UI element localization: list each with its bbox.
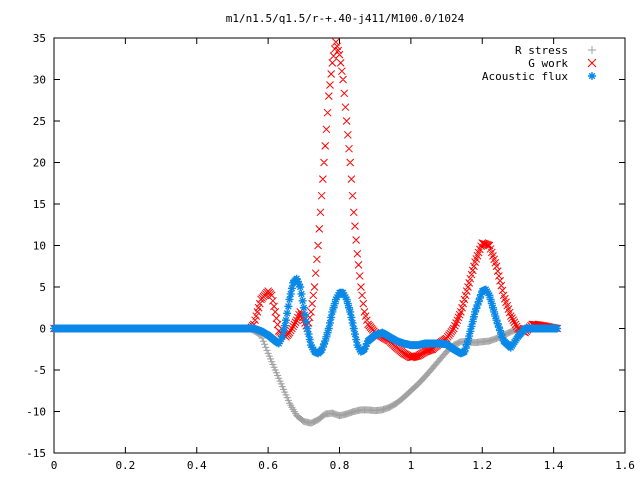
y-tick-label: 25 [33,115,46,128]
y-tick-label: 35 [33,32,46,45]
legend-label: R stress [515,44,568,57]
legend-marker [588,72,596,80]
y-tick-label: -15 [26,447,46,460]
y-tick-label: 30 [33,74,46,87]
legend-label: G work [528,57,568,70]
y-tick-label: -5 [33,364,46,377]
axes: 0 0.2 0.4 0.6 0.8 1 1.2 1.4 1.6 35 30 25 20 15 10 5 0 -5 -… [26,32,635,472]
legend-label: Acoustic flux [482,70,568,83]
x-tick-label: 1.2 [472,459,492,472]
series-markers [50,274,562,358]
series-layer [50,38,562,427]
series-acoustic-flux [50,274,562,358]
x-tick-label: 1.4 [544,459,564,472]
y-tick-label: 20 [33,157,46,170]
legend-marker [588,46,596,54]
chart-title: m1/n1.5/q1.5/r-+.40-j411/M100.0/1024 [226,12,465,25]
y-tick-label: 0 [39,323,46,336]
series-r-stress [50,325,561,427]
x-tick-label: 0.4 [187,459,207,472]
y-tick-label: 10 [33,240,46,253]
y-tick-label: -10 [26,406,46,419]
x-tick-label: 0.8 [330,459,350,472]
y-tick-label: 15 [33,198,46,211]
series-markers [50,325,561,427]
plot-frame [53,37,626,454]
x-tick-label: 0 [51,459,58,472]
x-tick-label: 1.6 [615,459,635,472]
x-tick-label: 1 [408,459,415,472]
x-tick-label: 0.2 [115,459,135,472]
y-tick-label: 5 [39,281,46,294]
x-tick-label: 0.6 [258,459,278,472]
legend-marker [587,58,597,68]
